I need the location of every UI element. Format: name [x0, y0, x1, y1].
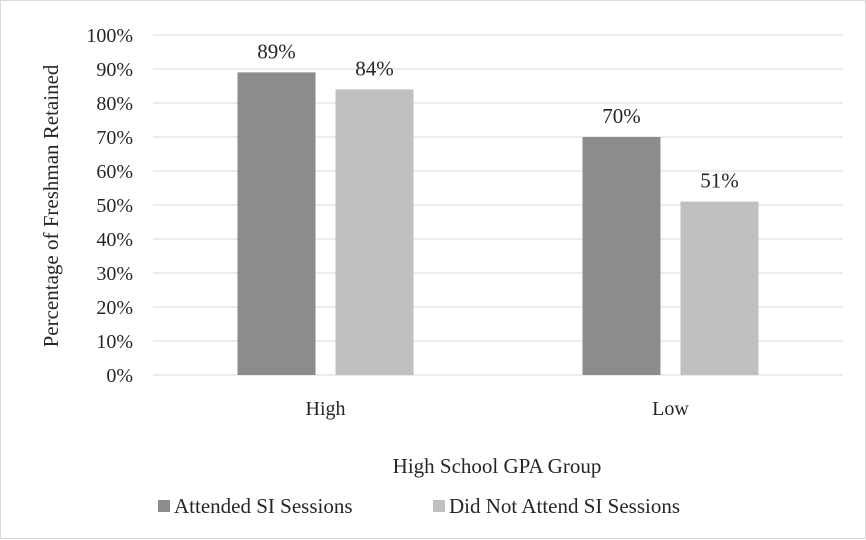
data-label: 51%	[700, 169, 739, 193]
y-tick-label: 40%	[96, 229, 133, 251]
y-axis-ticks: 0% 10% 20% 30% 40% 50% 60% 70% 80% 90% 100%	[86, 25, 133, 387]
y-axis-title: Percentage of Freshman Retained	[39, 64, 63, 347]
bar-low-series-0	[582, 137, 661, 375]
y-tick-label: 30%	[96, 263, 133, 285]
y-tick-label: 20%	[96, 297, 133, 319]
x-axis-ticks: High Low	[306, 398, 690, 420]
legend-label-attended: Attended SI Sessions	[174, 494, 353, 518]
data-label: 70%	[602, 104, 641, 128]
x-axis-title: High School GPA Group	[393, 454, 602, 478]
y-tick-label: 0%	[106, 365, 133, 387]
y-tick-label: 100%	[86, 25, 133, 47]
y-tick-label: 60%	[96, 161, 133, 183]
bar-high-series-1	[335, 89, 414, 376]
bar-high-series-0	[237, 72, 316, 376]
legend-label-not-attended: Did Not Attend SI Sessions	[449, 494, 680, 518]
y-tick-label: 70%	[96, 127, 133, 149]
legend: Attended SI Sessions Did Not Attend SI S…	[158, 494, 680, 518]
bars	[237, 72, 759, 376]
legend-swatch-not-attended	[433, 500, 445, 512]
y-tick-label: 10%	[96, 331, 133, 353]
x-tick-label: High	[306, 398, 346, 420]
data-label: 84%	[355, 56, 394, 80]
x-tick-label: Low	[652, 398, 689, 420]
bar-low-series-1	[680, 201, 759, 375]
y-tick-label: 90%	[96, 59, 133, 81]
data-label: 89%	[257, 39, 296, 63]
data-labels: 89% 84% 70% 51%	[257, 39, 739, 192]
y-tick-label: 50%	[96, 195, 133, 217]
legend-swatch-attended	[158, 500, 170, 512]
y-tick-label: 80%	[96, 93, 133, 115]
